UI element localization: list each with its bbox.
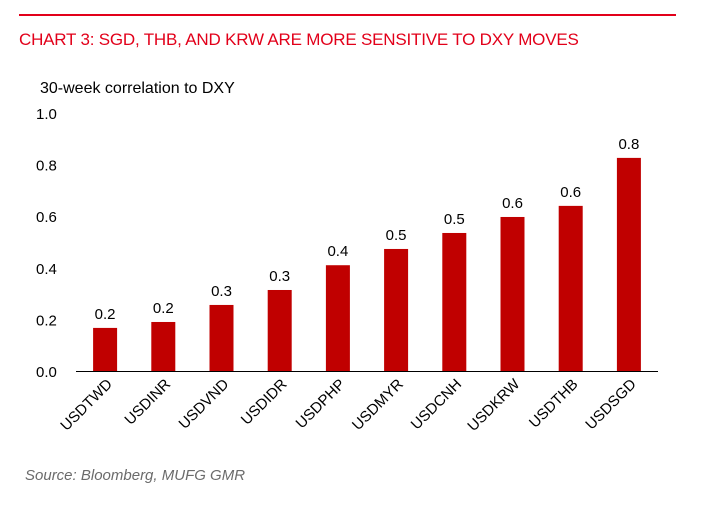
bar-usdcnh	[442, 232, 467, 371]
bar-usdinr	[151, 321, 176, 371]
title-rule	[19, 14, 676, 16]
x-tick-label: USDCNH	[408, 376, 465, 433]
bar-usdidr	[267, 289, 292, 371]
chart-title: CHART 3: SGD, THB, AND KRW ARE MORE SENS…	[19, 30, 579, 49]
x-tick-label: USDVND	[176, 376, 233, 433]
x-tick-label: USDINR	[121, 376, 174, 429]
bar-usdphp	[325, 265, 350, 371]
x-tick-label: USDMYR	[349, 376, 407, 434]
bars	[93, 157, 641, 371]
bar-usdtwd	[93, 327, 118, 371]
data-label: 0.6	[502, 195, 523, 212]
y-tick-label: 0.0	[36, 364, 57, 381]
bar-usdvnd	[209, 304, 234, 371]
y-axis-ticks: 0.0 0.2 0.4 0.6 0.8 1.0	[36, 106, 57, 381]
bar-usdkrw	[500, 216, 525, 371]
data-label: 0.3	[211, 283, 232, 300]
data-label: 0.8	[618, 136, 639, 153]
x-tick-label: USDKRW	[464, 375, 524, 435]
x-tick-label: USDPHP	[293, 376, 349, 432]
data-label: 0.5	[444, 211, 465, 228]
x-tick-label: USDIDR	[238, 376, 291, 429]
data-labels: 0.2 0.2 0.3 0.3 0.4 0.5 0.5 0.6 0.6 0.8	[95, 136, 640, 323]
y-tick-label: 0.6	[36, 209, 57, 226]
bar-usdthb	[558, 205, 583, 371]
y-tick-label: 1.0	[36, 106, 57, 123]
bar-usdsgd	[616, 157, 641, 371]
data-label: 0.3	[269, 268, 290, 285]
data-label: 0.6	[560, 184, 581, 201]
data-label: 0.5	[386, 227, 407, 244]
x-axis-labels: USDTWD USDINR USDVND USDIDR USDPHP USDMYR USDC…	[57, 375, 639, 435]
y-tick-label: 0.4	[36, 261, 57, 278]
bar-usdmyr	[384, 248, 409, 371]
x-tick-label: USDTWD	[57, 376, 116, 435]
y-tick-label: 0.8	[36, 158, 57, 175]
y-axis-label: 30-week correlation to DXY	[40, 80, 235, 97]
x-tick-label: USDSGD	[582, 376, 640, 434]
data-label: 0.2	[95, 306, 116, 323]
data-label: 0.4	[327, 243, 348, 260]
source-note: Source: Bloomberg, MUFG GMR	[25, 467, 246, 484]
y-tick-label: 0.2	[36, 312, 57, 329]
data-label: 0.2	[153, 300, 174, 317]
x-tick-label: USDTHB	[526, 376, 582, 432]
